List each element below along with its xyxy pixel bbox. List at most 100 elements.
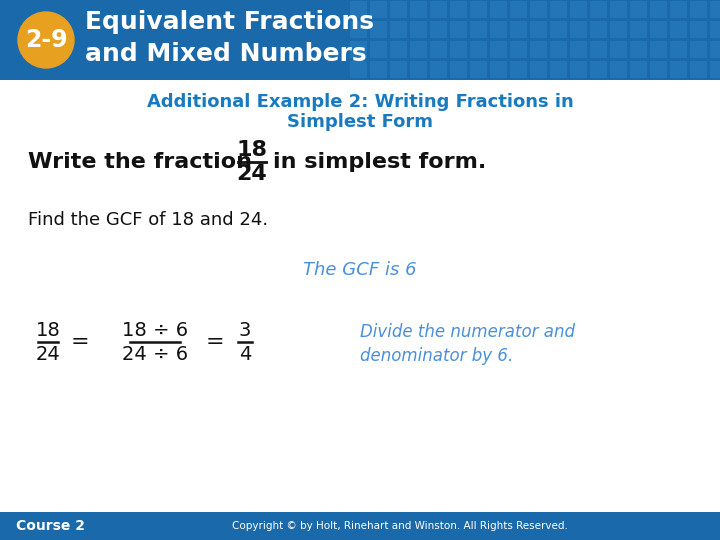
- Bar: [470, 41, 487, 58]
- Bar: [570, 41, 587, 58]
- Bar: [470, 1, 487, 18]
- Bar: [430, 61, 447, 78]
- Text: 18 ÷ 6: 18 ÷ 6: [122, 321, 188, 340]
- Bar: [690, 61, 707, 78]
- Bar: [490, 61, 507, 78]
- Bar: [450, 1, 467, 18]
- Bar: [550, 1, 567, 18]
- Bar: [390, 1, 407, 18]
- Bar: [570, 21, 587, 38]
- Bar: [0, 0, 720, 80]
- Bar: [530, 21, 547, 38]
- Text: 2-9: 2-9: [24, 28, 67, 52]
- Text: =: =: [206, 332, 225, 352]
- Bar: [410, 61, 427, 78]
- Bar: [350, 21, 367, 38]
- Bar: [590, 21, 607, 38]
- Bar: [510, 21, 527, 38]
- Bar: [370, 41, 387, 58]
- Text: =: =: [71, 332, 89, 352]
- Bar: [590, 61, 607, 78]
- Bar: [630, 21, 647, 38]
- Bar: [510, 1, 527, 18]
- Bar: [670, 1, 687, 18]
- Bar: [610, 21, 627, 38]
- Bar: [710, 41, 720, 58]
- Text: Additional Example 2: Writing Fractions in: Additional Example 2: Writing Fractions …: [147, 93, 573, 111]
- Bar: [650, 41, 667, 58]
- Text: Find the GCF of 18 and 24.: Find the GCF of 18 and 24.: [28, 211, 268, 229]
- Text: The GCF is 6: The GCF is 6: [303, 261, 417, 279]
- Bar: [650, 61, 667, 78]
- Bar: [450, 21, 467, 38]
- Bar: [490, 21, 507, 38]
- Text: Equivalent Fractions: Equivalent Fractions: [85, 10, 374, 34]
- Bar: [590, 1, 607, 18]
- Bar: [550, 41, 567, 58]
- Bar: [550, 61, 567, 78]
- Bar: [610, 41, 627, 58]
- Bar: [370, 21, 387, 38]
- Bar: [410, 41, 427, 58]
- Bar: [590, 41, 607, 58]
- Bar: [350, 61, 367, 78]
- Bar: [690, 1, 707, 18]
- Text: and Mixed Numbers: and Mixed Numbers: [85, 42, 366, 66]
- Bar: [430, 1, 447, 18]
- Text: Copyright © by Holt, Rinehart and Winston. All Rights Reserved.: Copyright © by Holt, Rinehart and Winsto…: [232, 521, 568, 531]
- Bar: [670, 41, 687, 58]
- Text: 3: 3: [239, 321, 251, 340]
- Bar: [690, 41, 707, 58]
- Bar: [470, 21, 487, 38]
- Bar: [490, 1, 507, 18]
- Bar: [510, 61, 527, 78]
- Bar: [530, 1, 547, 18]
- Bar: [390, 41, 407, 58]
- Bar: [390, 61, 407, 78]
- Bar: [390, 21, 407, 38]
- Text: Write the fraction: Write the fraction: [28, 152, 252, 172]
- Bar: [630, 1, 647, 18]
- Bar: [670, 61, 687, 78]
- Text: 18: 18: [35, 321, 60, 340]
- Bar: [530, 41, 547, 58]
- Bar: [430, 41, 447, 58]
- Bar: [570, 61, 587, 78]
- Bar: [450, 61, 467, 78]
- Bar: [0, 512, 720, 540]
- Bar: [610, 61, 627, 78]
- Text: Simplest Form: Simplest Form: [287, 113, 433, 131]
- Bar: [350, 41, 367, 58]
- Bar: [630, 41, 647, 58]
- Bar: [630, 61, 647, 78]
- Bar: [510, 41, 527, 58]
- Bar: [710, 61, 720, 78]
- Bar: [610, 1, 627, 18]
- Bar: [470, 61, 487, 78]
- Bar: [570, 1, 587, 18]
- Bar: [450, 41, 467, 58]
- Bar: [670, 21, 687, 38]
- Bar: [410, 21, 427, 38]
- Bar: [490, 41, 507, 58]
- Bar: [710, 21, 720, 38]
- Bar: [370, 1, 387, 18]
- Text: 24: 24: [35, 345, 60, 363]
- Bar: [370, 61, 387, 78]
- Text: 24: 24: [237, 164, 267, 184]
- Circle shape: [18, 12, 74, 68]
- Text: in simplest form.: in simplest form.: [273, 152, 486, 172]
- Bar: [710, 1, 720, 18]
- Text: denominator by 6.: denominator by 6.: [360, 347, 513, 365]
- Bar: [430, 21, 447, 38]
- Text: 18: 18: [236, 140, 268, 160]
- Text: 4: 4: [239, 345, 251, 363]
- Text: Divide the numerator and: Divide the numerator and: [360, 323, 575, 341]
- Bar: [650, 1, 667, 18]
- Bar: [350, 1, 367, 18]
- Bar: [410, 1, 427, 18]
- Bar: [530, 61, 547, 78]
- Bar: [690, 21, 707, 38]
- Bar: [550, 21, 567, 38]
- Text: Course 2: Course 2: [16, 519, 85, 533]
